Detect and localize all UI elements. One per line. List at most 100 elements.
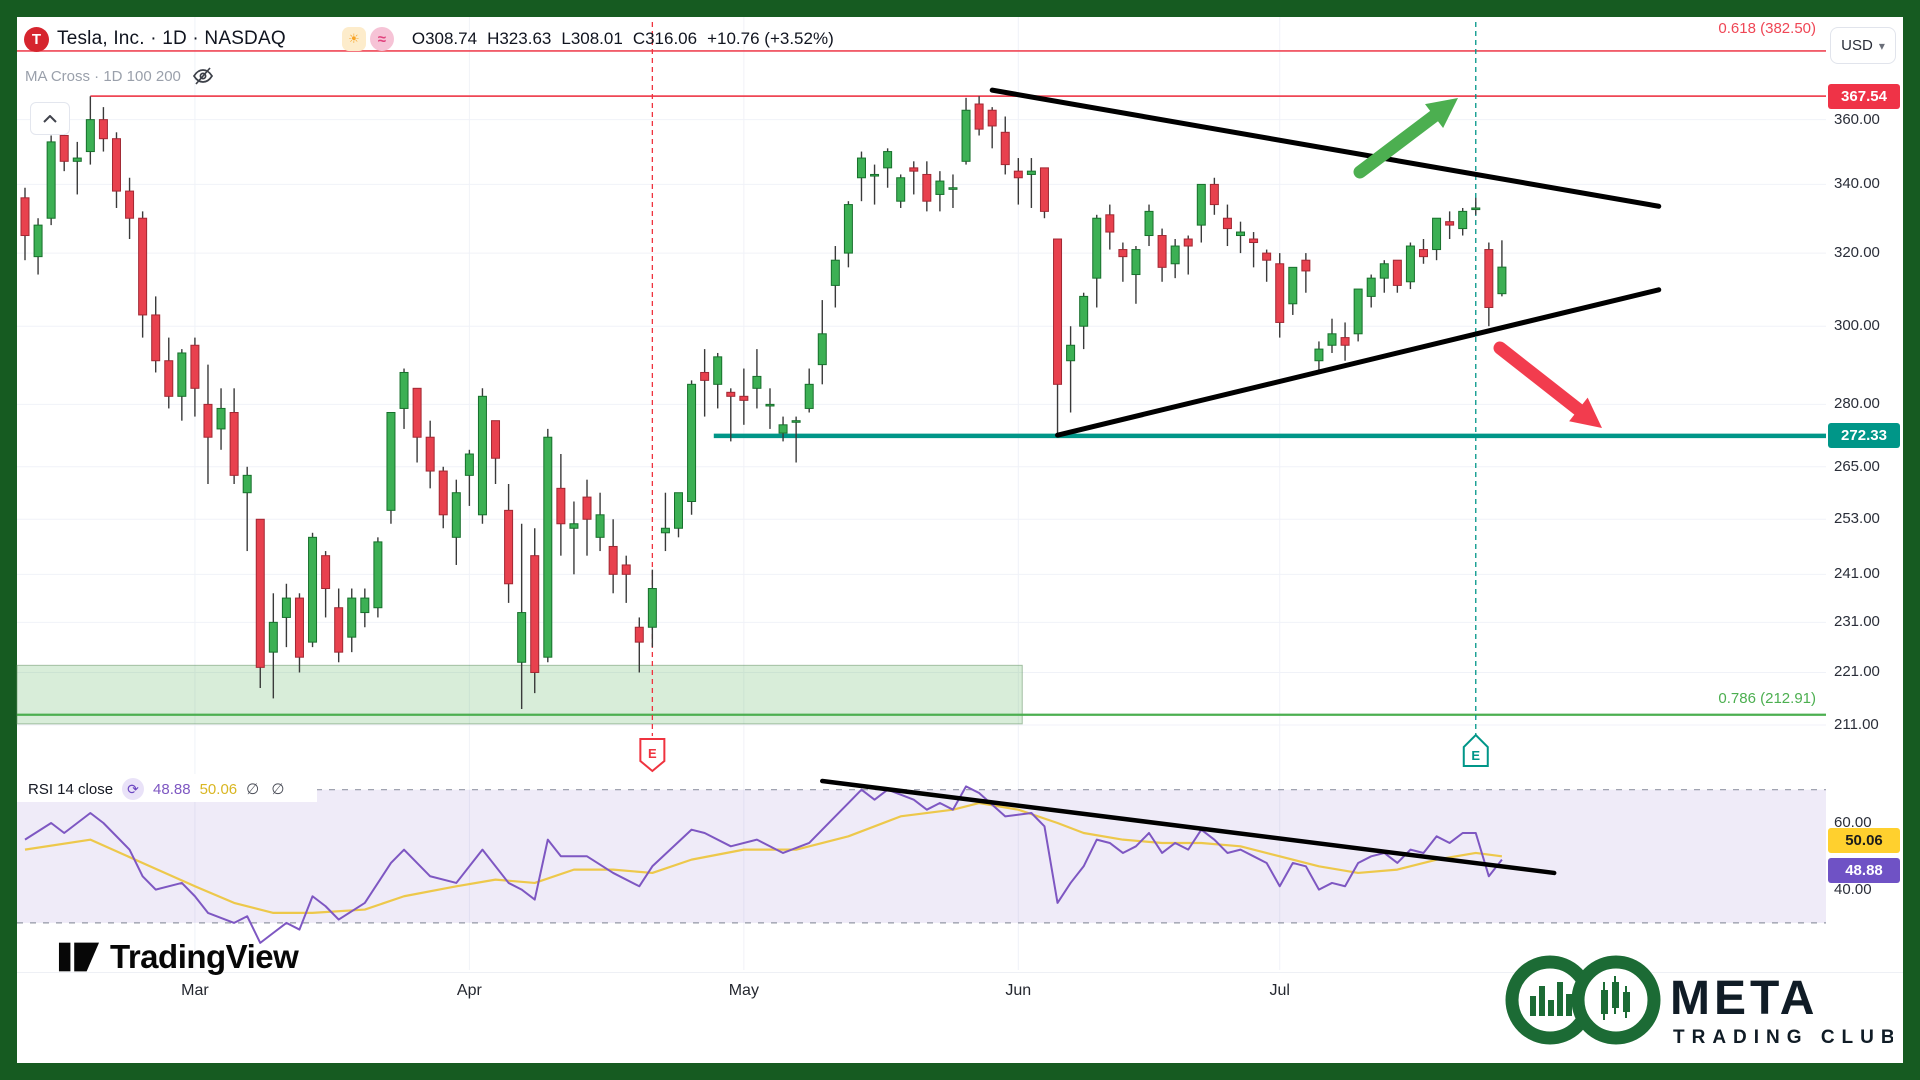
- trendline: [989, 87, 1662, 209]
- trading-club-text: TRADING CLUB: [1673, 1027, 1893, 1048]
- rsi-empty-values: ∅ ∅: [246, 781, 289, 798]
- rsi-label: RSI 14 close: [28, 780, 114, 798]
- candle-body: [517, 612, 527, 663]
- time-axis-month-label[interactable]: Jul: [1269, 982, 1290, 999]
- candle-body: [1405, 245, 1415, 283]
- collapse-pane-button[interactable]: [30, 102, 70, 135]
- candle-body: [647, 588, 657, 628]
- rsi-indicator-row[interactable]: RSI 14 close ⟳ 48.88 50.06 ∅ ∅: [28, 778, 288, 800]
- tradingview-logo-text: TradingView: [110, 938, 299, 975]
- candle-body: [608, 545, 618, 575]
- candle-body: [1053, 238, 1063, 385]
- event-badge-label: E: [648, 746, 657, 761]
- price-axis-tick: 241.00: [1834, 565, 1880, 583]
- candle-body: [1131, 249, 1141, 276]
- price-axis-tick: 253.00: [1834, 510, 1880, 528]
- candle-body: [203, 403, 213, 438]
- ohlc-high: H323.63: [487, 29, 552, 48]
- candle-body: [530, 555, 540, 673]
- time-axis-month-label[interactable]: Mar: [181, 982, 209, 999]
- candle-body: [804, 383, 814, 409]
- candle-body: [1445, 221, 1455, 226]
- candle-body: [1262, 252, 1272, 261]
- fib-level-label: 0.618 (382.50): [1718, 20, 1816, 37]
- price-axis-chip: 367.54: [1828, 83, 1900, 109]
- price-axis-tick: 340.00: [1834, 175, 1880, 193]
- candle-body: [765, 403, 775, 407]
- candle-body: [1209, 183, 1219, 206]
- candle-body: [1026, 170, 1036, 175]
- eye-hidden-icon[interactable]: [191, 64, 215, 88]
- ohlc-close: C316.06: [632, 29, 698, 48]
- candle-body: [425, 436, 435, 472]
- candle-body: [255, 518, 265, 668]
- rsi-line: [24, 785, 1503, 944]
- candle-body: [464, 453, 474, 476]
- meta-text: META: [1670, 972, 1818, 1025]
- candle-body: [634, 626, 644, 643]
- price-axis-tick: 231.00: [1834, 613, 1880, 631]
- candle-body: [242, 474, 252, 494]
- currency-label: USD: [1841, 37, 1873, 54]
- candle-body: [1301, 259, 1311, 272]
- candle-body: [1379, 263, 1389, 279]
- arrow-shaft: [1493, 341, 1589, 419]
- ma-cross-indicator-row[interactable]: MA Cross · 1D 100 200: [25, 64, 215, 88]
- candle-body: [386, 412, 396, 511]
- candle-body: [1314, 348, 1324, 362]
- arrow-head: [1425, 98, 1458, 129]
- currency-button[interactable]: USD ▾: [1830, 27, 1896, 64]
- price-axis-tick: 221.00: [1834, 663, 1880, 681]
- rsi-axis-chip: 50.06: [1828, 828, 1900, 853]
- candle-body: [713, 356, 723, 385]
- candle-body: [1340, 337, 1350, 346]
- refresh-icon[interactable]: ⟳: [122, 778, 145, 800]
- candle-body: [1105, 214, 1115, 233]
- candle-body: [151, 314, 161, 362]
- price-axis-tick: 320.00: [1834, 244, 1880, 262]
- price-axis-tick: 300.00: [1834, 317, 1880, 335]
- candle-body: [491, 420, 501, 459]
- trendline: [1055, 287, 1662, 438]
- candle-body: [164, 360, 174, 397]
- candle-body: [1013, 170, 1023, 179]
- sun-badge-icon[interactable]: ☀: [341, 27, 366, 51]
- rsi-axis-chip: 48.88: [1828, 858, 1900, 883]
- time-axis-month-label[interactable]: Apr: [456, 982, 482, 999]
- candle-body: [399, 371, 409, 409]
- candle-body: [1118, 249, 1128, 258]
- symbol-title[interactable]: Tesla, Inc. · 1D · NASDAQ: [57, 28, 286, 49]
- candle-body: [1222, 217, 1232, 230]
- ohlc-change: +10.76 (+3.52%): [707, 29, 834, 48]
- candle-body: [281, 597, 291, 618]
- candle-body: [752, 375, 762, 389]
- candle-body: [504, 509, 514, 585]
- candle-body: [1432, 217, 1442, 251]
- candle-body: [1196, 183, 1206, 226]
- candle-body: [922, 173, 932, 202]
- time-axis-month-label[interactable]: Jun: [1005, 982, 1032, 999]
- candle-body: [308, 536, 318, 643]
- candle-body: [1144, 210, 1154, 237]
- rsi-trendline: [820, 778, 1557, 876]
- price-axis-tick: 280.00: [1834, 395, 1880, 413]
- waves-badge-icon[interactable]: ≈: [369, 27, 394, 51]
- meta-infinity-icon: META TRADING CLUB: [1505, 955, 1895, 1048]
- candle-body: [1471, 207, 1481, 211]
- candle-body: [438, 470, 448, 516]
- event-badge-label: E: [1471, 748, 1480, 763]
- rsi-value: 48.88: [153, 780, 191, 798]
- tradingview-logo-icon: [58, 942, 100, 972]
- rsi-label-backing: [17, 774, 317, 802]
- candle-body: [739, 395, 749, 401]
- candle-body: [1366, 277, 1376, 297]
- candle-body: [778, 424, 788, 434]
- arrow-shaft: [1353, 107, 1444, 179]
- candle-body: [883, 151, 893, 169]
- candle-body: [987, 109, 997, 127]
- time-axis-separator: [17, 972, 1903, 973]
- time-axis-month-label[interactable]: May: [728, 982, 759, 999]
- candle-body: [1170, 245, 1180, 265]
